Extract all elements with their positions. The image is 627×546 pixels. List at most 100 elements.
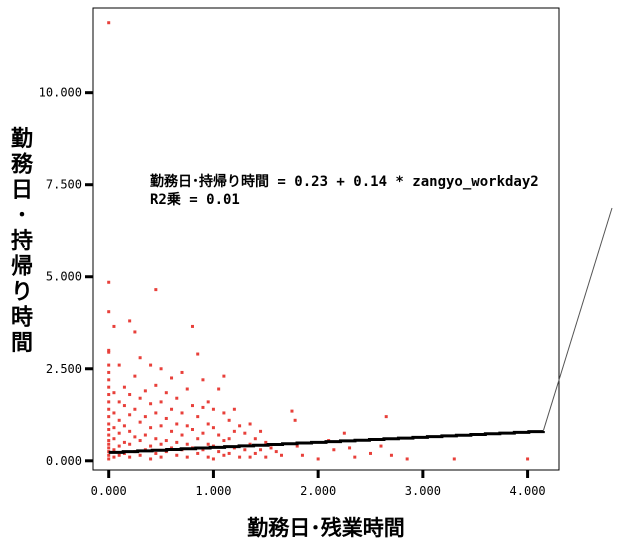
data-point xyxy=(122,404,126,408)
data-point xyxy=(238,424,242,428)
data-point xyxy=(107,400,111,404)
data-point xyxy=(264,455,268,459)
data-point xyxy=(316,457,320,461)
data-point xyxy=(526,457,530,461)
data-point xyxy=(222,439,226,443)
data-point xyxy=(232,429,236,433)
data-point xyxy=(201,448,205,452)
data-point xyxy=(107,422,111,426)
data-point xyxy=(112,411,116,415)
data-point xyxy=(107,446,111,450)
y-axis-title-char: 時 xyxy=(11,306,33,331)
data-point xyxy=(190,428,194,432)
fit-equation-label: 勤務日･持帰り時間 = 0.23 + 0.14 * zangyo_workday… xyxy=(150,173,539,190)
data-point xyxy=(248,422,252,426)
data-point xyxy=(154,383,158,387)
data-point xyxy=(107,439,111,443)
data-point xyxy=(348,446,352,450)
y-axis-title-char: 日 xyxy=(11,178,33,203)
data-point xyxy=(107,350,111,354)
data-point xyxy=(180,411,184,415)
data-point xyxy=(405,457,409,461)
data-point xyxy=(159,367,163,371)
data-point xyxy=(159,455,163,459)
data-point xyxy=(154,437,158,441)
data-point xyxy=(122,385,126,389)
data-point xyxy=(154,411,158,415)
data-point xyxy=(133,330,137,334)
data-point xyxy=(175,396,179,400)
y-axis-title-char: 持 xyxy=(11,229,33,254)
y-axis-title: 勤務日･持帰り時間 xyxy=(11,126,34,356)
data-point xyxy=(128,413,132,417)
data-point xyxy=(222,453,226,457)
data-point xyxy=(196,352,200,356)
y-tick-label: 7.500 xyxy=(46,178,82,192)
data-point xyxy=(107,457,111,461)
data-point xyxy=(128,393,132,397)
y-axis: 0.000 2.500 5.000 7.500 10.000 xyxy=(39,86,93,468)
data-point xyxy=(206,422,210,426)
fit-line xyxy=(108,430,545,454)
data-point xyxy=(117,363,121,367)
data-point xyxy=(107,393,111,397)
data-point xyxy=(138,396,142,400)
data-point xyxy=(290,409,294,413)
data-point xyxy=(164,439,168,443)
data-point xyxy=(369,451,373,455)
data-point xyxy=(222,411,226,415)
data-point xyxy=(175,422,179,426)
data-point xyxy=(253,437,257,441)
data-point xyxy=(389,453,393,457)
data-point xyxy=(248,442,252,446)
y-tick-label: 0.000 xyxy=(46,454,82,468)
data-point xyxy=(112,426,116,430)
y-axis-title-char: ･ xyxy=(16,204,27,229)
data-point xyxy=(107,21,111,25)
data-point xyxy=(201,378,205,382)
data-point xyxy=(112,455,116,459)
y-axis-title-char: 務 xyxy=(11,152,34,178)
data-point xyxy=(138,453,142,457)
data-point xyxy=(159,400,163,404)
data-point xyxy=(170,376,174,380)
data-point xyxy=(190,324,194,328)
data-point xyxy=(175,453,179,457)
data-point xyxy=(232,407,236,411)
data-point xyxy=(149,426,153,430)
data-point xyxy=(107,385,111,389)
data-point xyxy=(149,402,153,406)
data-point xyxy=(185,455,189,459)
data-point xyxy=(143,433,147,437)
y-tick-label: 5.000 xyxy=(46,270,82,284)
data-point xyxy=(149,457,153,461)
data-point xyxy=(107,442,111,446)
data-point xyxy=(248,455,252,459)
data-point xyxy=(133,374,137,378)
data-point xyxy=(196,451,200,455)
data-point xyxy=(379,444,383,448)
data-point xyxy=(107,363,111,367)
data-point xyxy=(170,429,174,433)
data-point xyxy=(107,310,111,314)
x-tick-label: 0.000 xyxy=(91,484,127,498)
data-point xyxy=(149,363,153,367)
data-point xyxy=(180,370,184,374)
data-point xyxy=(211,407,215,411)
data-point xyxy=(128,319,132,323)
data-point xyxy=(159,424,163,428)
data-point xyxy=(122,424,126,428)
data-point xyxy=(117,418,121,422)
data-point xyxy=(201,431,205,435)
data-point xyxy=(112,437,116,441)
data-point xyxy=(295,444,299,448)
y-axis-title-char: 間 xyxy=(11,331,33,356)
x-tick-label: 1.000 xyxy=(195,484,231,498)
data-point xyxy=(154,288,158,292)
data-point xyxy=(107,378,111,382)
data-point xyxy=(206,400,210,404)
data-point xyxy=(107,433,111,437)
y-tick-label: 10.000 xyxy=(39,86,82,100)
y-tick-label: 2.500 xyxy=(46,362,82,376)
